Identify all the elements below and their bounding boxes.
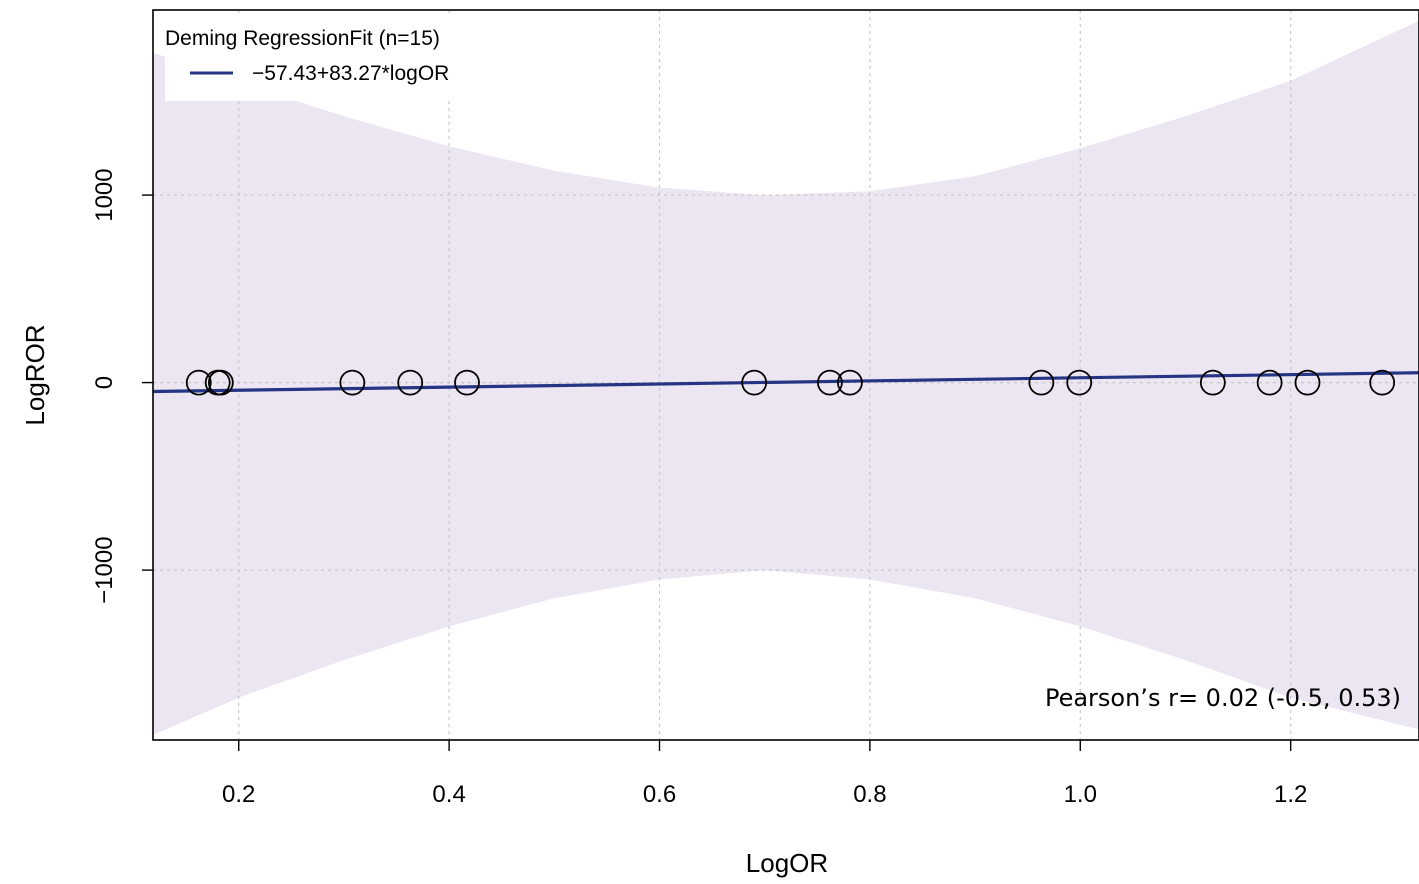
data-point — [1294, 369, 1321, 396]
y-axis-title: LogROR — [20, 324, 50, 425]
y-tick-label: 1000 — [91, 168, 118, 221]
plot-frame — [152, 9, 1419, 741]
data-point — [741, 369, 768, 396]
x-tick-label: 1.2 — [1274, 781, 1307, 808]
data-point — [185, 369, 212, 396]
x-tick-label: 0.4 — [432, 781, 465, 808]
y-tick-label: 0 — [91, 376, 118, 389]
legend-title: Deming RegressionFit (n=15) — [165, 27, 440, 50]
data-point — [837, 369, 863, 396]
x-tick-label: 0.8 — [853, 781, 886, 808]
x-axis-title: LogOR — [746, 848, 828, 878]
y-tick-label: −1000 — [91, 536, 118, 603]
x-axis: 0.2 0.4 0.6 0.8 1.0 1.2 — [222, 740, 1307, 808]
y-axis: −1000 0 1000 — [91, 168, 153, 604]
regression-line — [153, 371, 1419, 394]
data-point — [207, 369, 234, 396]
data-point — [339, 369, 366, 396]
data-point — [1256, 369, 1283, 396]
data-point — [454, 369, 480, 396]
data-point — [817, 369, 843, 396]
x-tick-label: 0.6 — [643, 781, 676, 808]
data-point — [1028, 369, 1055, 396]
pearson-annotation: Pearson’s r= 0.02 (-0.5, 0.53) — [1045, 684, 1401, 712]
x-tick-label: 1.0 — [1064, 781, 1097, 808]
confidence-band — [153, 20, 1419, 736]
legend-box — [165, 17, 495, 101]
legend-entry-label: −57.43+83.27*logOR — [252, 62, 449, 85]
data-point — [1199, 369, 1226, 396]
data-point — [397, 369, 424, 396]
x-tick-label: 0.2 — [222, 781, 255, 808]
data-point — [1369, 369, 1396, 396]
legend: Deming RegressionFit (n=15) −57.43+83.27… — [165, 17, 495, 101]
data-point — [1066, 369, 1093, 396]
